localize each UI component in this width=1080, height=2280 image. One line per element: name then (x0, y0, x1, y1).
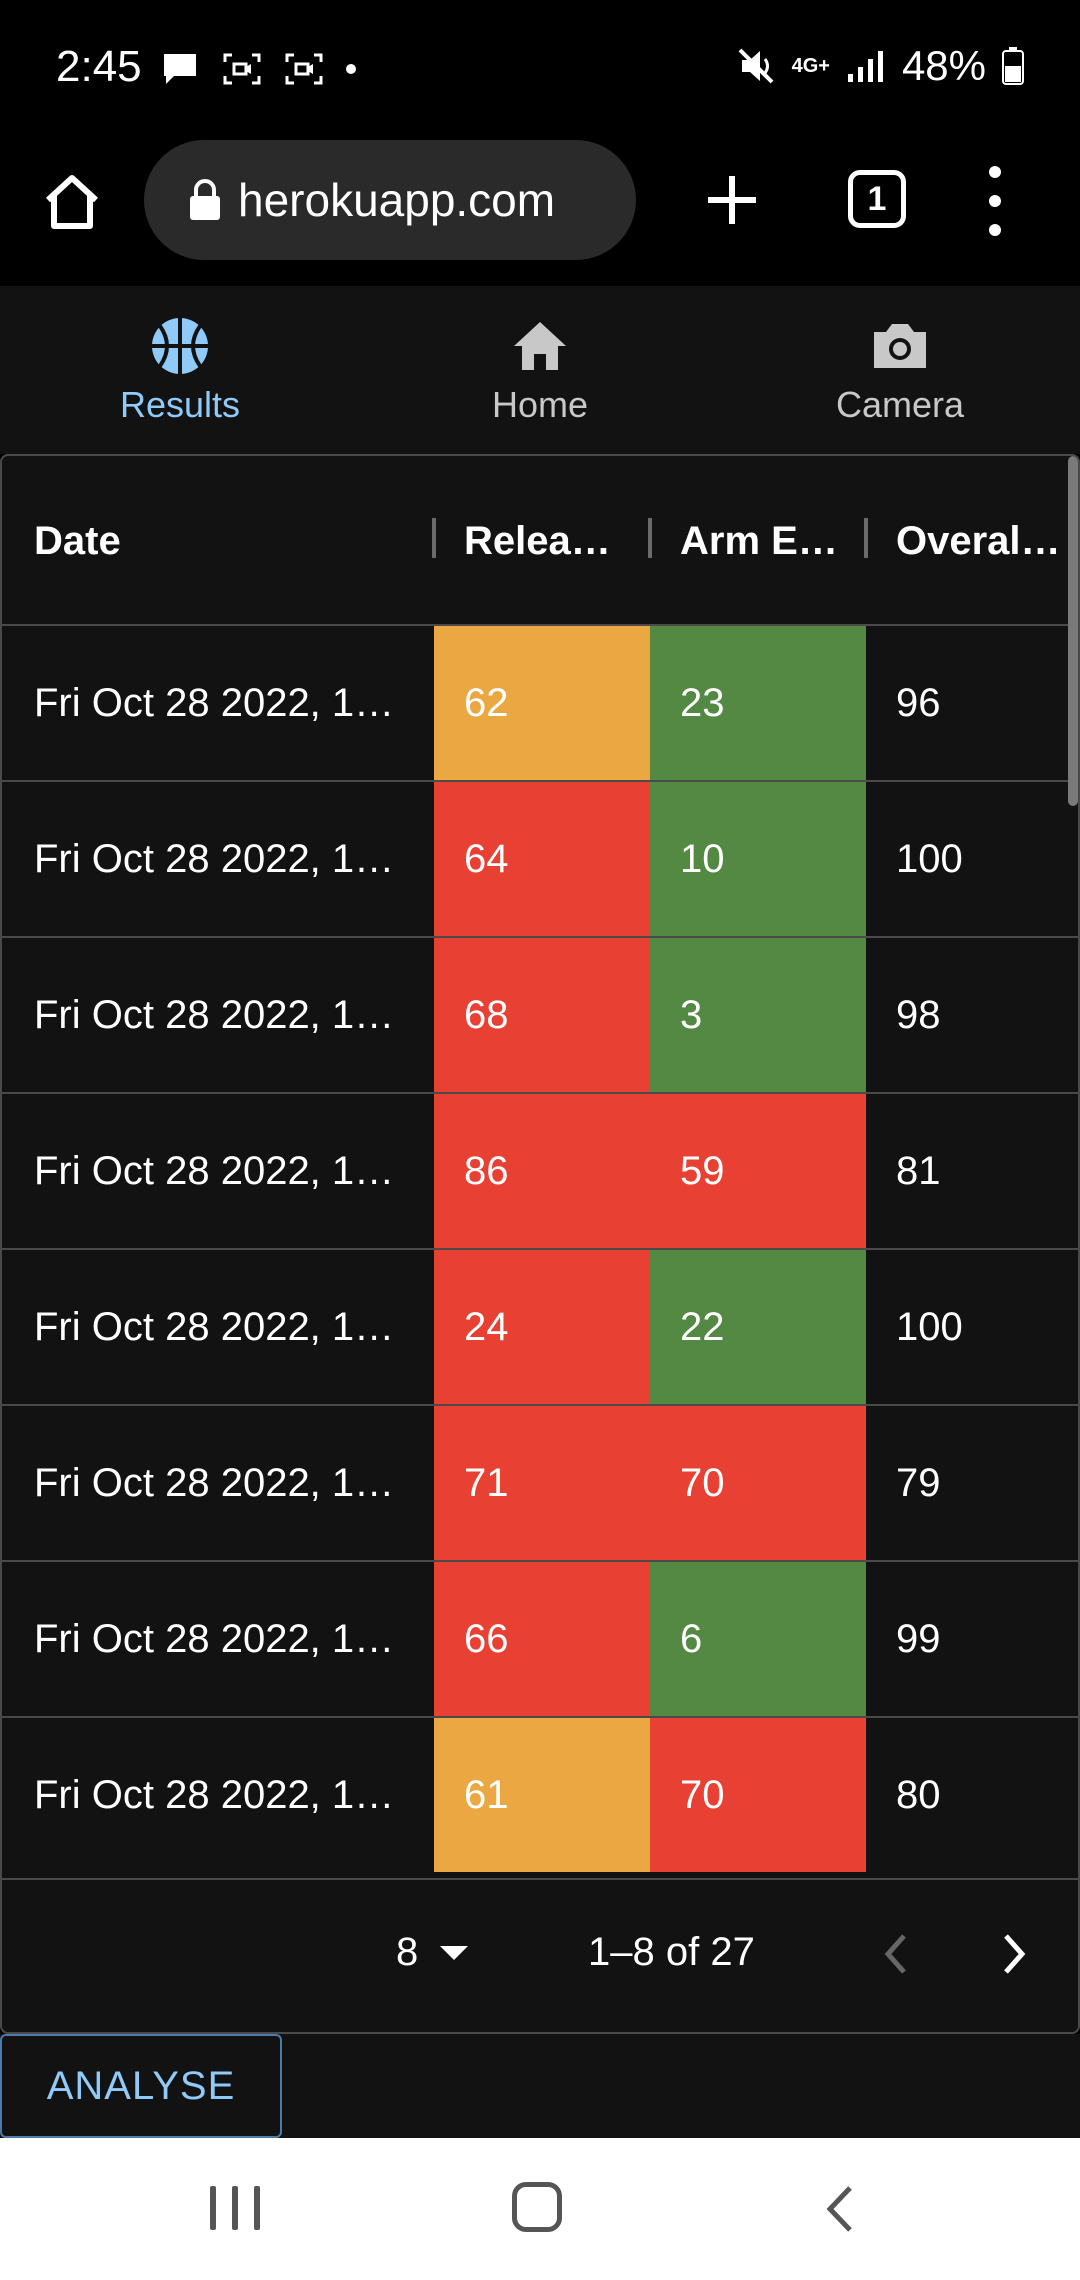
arm-cell: 70 (650, 1406, 866, 1560)
recent-apps-icon[interactable] (210, 2186, 260, 2230)
status-right: 4G+ 48% (736, 42, 1024, 90)
camera-icon (874, 324, 926, 368)
home-icon (514, 322, 566, 370)
lock-icon (190, 179, 220, 220)
overall-cell: 99 (896, 1616, 941, 1661)
more-options-icon[interactable] (980, 166, 1010, 236)
table-row[interactable]: Fri Oct 28 2022, 1… 86 59 81 (2, 1094, 1078, 1250)
table-header: Date Relea… Arm E… Overal… (2, 456, 1078, 626)
message-icon (164, 54, 196, 84)
column-separator[interactable] (648, 518, 652, 558)
overall-cell: 100 (896, 836, 963, 881)
release-cell: 24 (434, 1250, 650, 1404)
browser-toolbar: herokuapp.com 1 (0, 140, 1080, 286)
column-separator[interactable] (432, 518, 436, 558)
battery-icon (1002, 47, 1024, 85)
new-tab-icon[interactable] (704, 172, 760, 228)
date-cell: Fri Oct 28 2022, 1… (34, 992, 395, 1037)
column-header-overall[interactable]: Overal… (896, 518, 1061, 563)
overall-cell: 80 (896, 1772, 941, 1817)
arm-cell: 3 (650, 938, 866, 1092)
arm-cell: 10 (650, 782, 866, 936)
date-cell: Fri Oct 28 2022, 1… (34, 1148, 395, 1193)
basketball-icon (152, 318, 208, 374)
date-cell: Fri Oct 28 2022, 1… (34, 1460, 395, 1505)
previous-page-icon[interactable] (870, 1924, 920, 1984)
arm-cell: 70 (650, 1718, 866, 1872)
analyse-button[interactable]: ANALYSE (0, 2034, 282, 2138)
more-notifications-dot (346, 64, 356, 74)
date-cell: Fri Oct 28 2022, 1… (34, 836, 395, 881)
nav-camera-label: Camera (835, 384, 965, 425)
pagination-range: 1–8 of 27 (588, 1930, 755, 1974)
rows-per-page-value: 8 (396, 1930, 419, 1974)
overall-cell: 100 (896, 1304, 963, 1349)
arm-cell: 6 (650, 1562, 866, 1716)
table-row[interactable]: Fri Oct 28 2022, 1… 24 22 100 (2, 1250, 1078, 1406)
arm-cell: 22 (650, 1250, 866, 1404)
table-pagination: 8 1–8 of 27 (2, 1878, 1078, 2032)
nav-results[interactable]: Results (0, 286, 360, 454)
release-cell: 71 (434, 1406, 650, 1560)
address-bar[interactable]: herokuapp.com (144, 140, 636, 260)
date-cell: Fri Oct 28 2022, 1… (34, 680, 395, 725)
next-page-icon[interactable] (990, 1924, 1040, 1984)
overall-cell: 81 (896, 1148, 941, 1193)
status-bar: 2:45 4G+ 48% (0, 0, 1080, 140)
release-cell: 68 (434, 938, 650, 1092)
overall-cell: 79 (896, 1460, 941, 1505)
screen-record-icon-2 (285, 53, 323, 85)
date-cell: Fri Oct 28 2022, 1… (34, 1304, 395, 1349)
date-cell: Fri Oct 28 2022, 1… (34, 1772, 395, 1817)
column-header-date[interactable]: Date (34, 518, 121, 563)
signal-icon (847, 51, 883, 82)
bottom-actions: ANALYSE (0, 2034, 1080, 2138)
table-row[interactable]: Fri Oct 28 2022, 1… 66 6 99 (2, 1562, 1078, 1718)
arm-cell: 59 (650, 1094, 866, 1248)
release-cell: 62 (434, 626, 650, 780)
table-row[interactable]: Fri Oct 28 2022, 1… 64 10 100 (2, 782, 1078, 938)
release-cell: 66 (434, 1562, 650, 1716)
release-cell: 64 (434, 782, 650, 936)
nav-results-label: Results (119, 384, 241, 425)
nav-home-label: Home (491, 384, 589, 425)
nav-home[interactable]: Home (360, 286, 720, 454)
arm-cell: 23 (650, 626, 866, 780)
nav-camera[interactable]: Camera (720, 286, 1080, 454)
overall-cell: 96 (896, 680, 941, 725)
overall-cell: 98 (896, 992, 941, 1037)
column-separator[interactable] (864, 518, 868, 558)
back-icon[interactable] (820, 2182, 860, 2236)
table-row[interactable]: Fri Oct 28 2022, 1… 61 70 80 (2, 1718, 1078, 1874)
table-row[interactable]: Fri Oct 28 2022, 1… 62 23 96 (2, 626, 1078, 782)
app-nav: Results Home Camera (0, 286, 1080, 454)
rows-per-page-select[interactable]: 8 (396, 1930, 469, 1975)
screen-record-icon (223, 53, 261, 85)
release-cell: 61 (434, 1718, 650, 1872)
system-nav-bar (0, 2138, 1080, 2280)
notification-icons (160, 50, 356, 88)
browser-home-icon[interactable] (40, 170, 104, 234)
system-home-icon[interactable] (512, 2182, 562, 2232)
table-row[interactable]: Fri Oct 28 2022, 1… 68 3 98 (2, 938, 1078, 1094)
column-header-arm[interactable]: Arm E… (680, 518, 838, 563)
dropdown-caret-icon (440, 1945, 469, 1960)
release-cell: 86 (434, 1094, 650, 1248)
battery-percent: 48% (901, 42, 986, 89)
url-text: herokuapp.com (238, 174, 556, 226)
network-type: 4G+ (791, 55, 830, 77)
results-table: Date Relea… Arm E… Overal… Fri Oct 28 20… (0, 454, 1080, 2034)
tab-switcher-button[interactable]: 1 (848, 170, 906, 228)
date-cell: Fri Oct 28 2022, 1… (34, 1616, 395, 1661)
table-scrollbar[interactable] (1068, 456, 1078, 806)
status-time: 2:45 (56, 42, 142, 91)
mute-icon (738, 48, 773, 84)
column-header-release[interactable]: Relea… (464, 518, 611, 563)
table-row[interactable]: Fri Oct 28 2022, 1… 71 70 79 (2, 1406, 1078, 1562)
